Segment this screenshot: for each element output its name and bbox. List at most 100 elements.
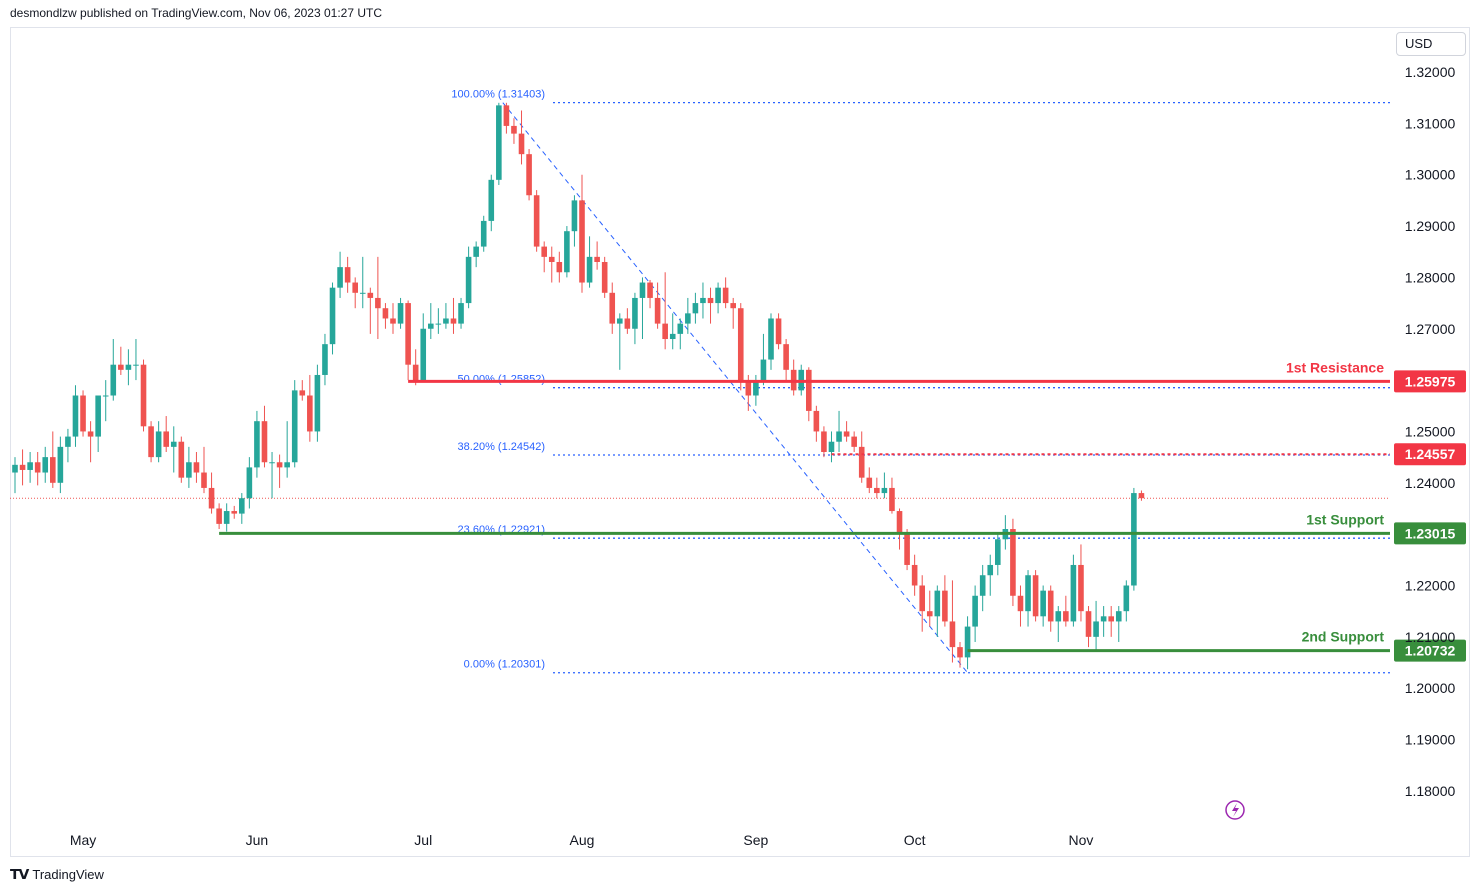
candle bbox=[518, 110, 525, 165]
candle-body bbox=[1123, 585, 1130, 612]
candle-body bbox=[700, 297, 706, 304]
candle-body bbox=[911, 564, 918, 586]
candle-body bbox=[65, 436, 71, 447]
candle bbox=[700, 282, 706, 319]
candle-body bbox=[57, 446, 64, 483]
candle-body bbox=[1100, 616, 1107, 622]
level-price-tag bbox=[1394, 443, 1466, 466]
candle bbox=[511, 118, 517, 144]
candle bbox=[821, 426, 827, 458]
candle-body bbox=[813, 410, 820, 432]
candle bbox=[1055, 606, 1062, 642]
fib-trend-line[interactable] bbox=[502, 102, 968, 674]
candle-body bbox=[533, 195, 540, 247]
candle bbox=[359, 256, 366, 309]
time-axis: May Jun Jul Aug Sep Oct Nov bbox=[70, 832, 1094, 848]
candle-body bbox=[72, 395, 79, 437]
candle-body bbox=[518, 133, 525, 155]
price-tick-label: 1.30000 bbox=[1405, 167, 1456, 183]
candle-body bbox=[904, 534, 910, 565]
candle-body bbox=[133, 364, 139, 366]
candle bbox=[949, 580, 956, 663]
candle-body bbox=[1070, 564, 1077, 622]
candle bbox=[450, 297, 457, 334]
candle-body bbox=[201, 472, 207, 488]
candle bbox=[828, 431, 835, 463]
candle-body bbox=[352, 282, 358, 293]
candle bbox=[972, 585, 978, 642]
candle bbox=[957, 641, 963, 668]
lightning-icon[interactable] bbox=[1225, 800, 1245, 820]
candle-body bbox=[405, 303, 411, 365]
candle bbox=[125, 349, 132, 386]
fib-level-label: 38.20% (1.24542) bbox=[458, 441, 545, 453]
candle-body bbox=[503, 105, 510, 126]
candle-body bbox=[594, 256, 600, 262]
candle-body bbox=[1047, 590, 1054, 622]
candle-body bbox=[155, 431, 162, 458]
time-tick-label: Jun bbox=[246, 832, 269, 848]
candle bbox=[579, 174, 585, 293]
candle-body bbox=[496, 105, 502, 180]
time-tick-label: Oct bbox=[904, 832, 926, 848]
candle bbox=[533, 190, 540, 252]
time-tick-label: Aug bbox=[570, 832, 595, 848]
candle-body bbox=[987, 564, 994, 576]
candle bbox=[722, 277, 729, 309]
candle-body bbox=[148, 426, 154, 458]
candle bbox=[677, 318, 684, 350]
candle-body bbox=[775, 318, 782, 345]
candle bbox=[760, 333, 767, 386]
currency-selector[interactable]: USD bbox=[1396, 32, 1466, 56]
candle-body bbox=[934, 590, 941, 617]
candle bbox=[102, 380, 109, 422]
candle-body bbox=[1040, 590, 1046, 617]
candle bbox=[707, 287, 714, 324]
candle bbox=[987, 554, 994, 596]
candle-body bbox=[223, 511, 230, 524]
candle-body bbox=[269, 462, 275, 464]
candle-body bbox=[896, 511, 903, 535]
price-tick-label: 1.19000 bbox=[1405, 732, 1456, 748]
candle bbox=[564, 226, 570, 278]
candle bbox=[155, 421, 162, 463]
level-price-tag bbox=[1394, 370, 1466, 393]
candle bbox=[299, 380, 306, 401]
candle-body bbox=[80, 395, 86, 432]
candle-body bbox=[942, 590, 948, 622]
candle bbox=[42, 446, 49, 483]
candle bbox=[1047, 585, 1054, 632]
candle-body bbox=[50, 457, 56, 483]
price-tick-label: 1.21000 bbox=[1405, 629, 1456, 645]
candle bbox=[548, 246, 555, 283]
candle-body bbox=[541, 246, 547, 257]
candle bbox=[571, 195, 578, 247]
candle bbox=[87, 421, 94, 463]
price-tick-label: 1.32000 bbox=[1405, 64, 1456, 80]
candle bbox=[730, 297, 736, 329]
candle-body bbox=[957, 647, 963, 658]
candle-body bbox=[1063, 611, 1069, 622]
candle bbox=[836, 410, 842, 452]
candle bbox=[737, 303, 744, 391]
candle-body bbox=[322, 344, 328, 375]
fib-level-label: 100.00% (1.31403) bbox=[451, 89, 545, 101]
candle-body bbox=[1093, 621, 1099, 637]
candle-body bbox=[564, 231, 570, 273]
candle-body bbox=[715, 287, 721, 304]
candle bbox=[208, 472, 215, 514]
candle bbox=[375, 256, 381, 340]
price-tick-label: 1.31000 bbox=[1405, 115, 1456, 131]
price-tick-label: 1.25000 bbox=[1405, 423, 1456, 439]
candle-body bbox=[995, 539, 1001, 565]
candle-body bbox=[473, 246, 479, 257]
candle bbox=[1010, 518, 1016, 607]
candle-body bbox=[768, 318, 774, 360]
footer-brand[interactable]: 𝗧𝗩 TradingView bbox=[10, 866, 104, 883]
candle-body bbox=[866, 477, 873, 488]
candle-body bbox=[760, 359, 767, 381]
candle-body bbox=[851, 436, 857, 447]
tradingview-logo-icon: 𝗧𝗩 bbox=[10, 866, 29, 882]
candle-body bbox=[118, 364, 124, 370]
